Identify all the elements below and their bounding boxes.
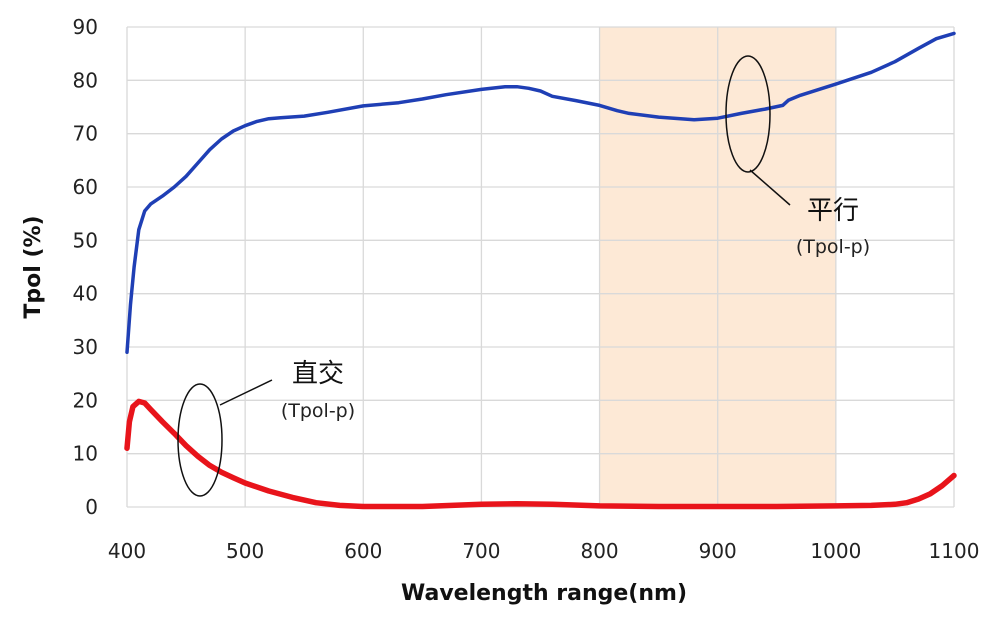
y-tick-label: 90 — [73, 15, 98, 39]
y-tick-label: 30 — [73, 335, 98, 359]
annotation-sublabel-parallel: (Tpol-p) — [796, 236, 870, 258]
x-tick-label: 700 — [462, 539, 500, 563]
annotation-ellipse-orthogonal — [177, 383, 223, 497]
y-tick-label: 40 — [73, 282, 98, 306]
series-layer — [124, 31, 957, 510]
y-axis-title: Tpol (%) — [21, 215, 46, 318]
x-tick-label: 400 — [108, 539, 146, 563]
annotation-leader-orthogonal — [219, 379, 273, 406]
annotation-label-parallel: 平行 — [807, 196, 859, 226]
y-tick-label: 70 — [73, 122, 98, 146]
y-tick-label: 60 — [73, 175, 98, 199]
y-tick-label: 0 — [85, 495, 98, 519]
series-line-0 — [125, 31, 956, 355]
y-tick-label: 80 — [73, 68, 98, 92]
x-tick-label: 1100 — [929, 539, 980, 563]
annotation-ellipse-parallel — [725, 55, 771, 173]
x-axis-title: Wavelength range(nm) — [401, 581, 687, 606]
x-tick-label: 1000 — [810, 539, 861, 563]
annotation-parallel: 平行 (Tpol-p) — [725, 55, 870, 258]
annotation-orthogonal: 直交 (Tpol-p) — [177, 359, 355, 497]
x-tick-label: 800 — [580, 539, 618, 563]
y-tick-label: 10 — [73, 442, 98, 466]
tick-labels: 400 500 600 700 800 900 1000 1100 0 10 20 30 40 50 60 7… — [73, 15, 980, 563]
x-tick-label: 600 — [344, 539, 382, 563]
y-tick-label: 50 — [73, 228, 98, 252]
y-tick-label: 20 — [73, 388, 98, 412]
x-tick-label: 900 — [699, 539, 737, 563]
annotation-leader-parallel — [749, 169, 791, 206]
x-tick-label: 500 — [226, 539, 264, 563]
annotation-sublabel-orthogonal: (Tpol-p) — [281, 400, 355, 422]
annotation-label-orthogonal: 直交 — [292, 359, 344, 389]
series-line-1 — [124, 398, 957, 510]
